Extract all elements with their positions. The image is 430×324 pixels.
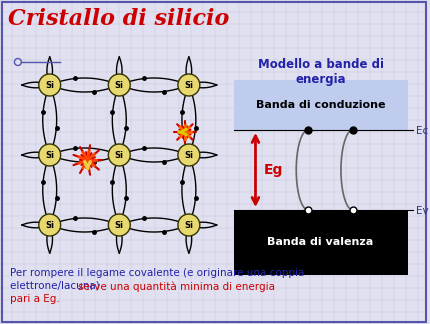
Text: Ec: Ec xyxy=(415,126,427,136)
Circle shape xyxy=(39,74,61,96)
Text: Banda di conduzione: Banda di conduzione xyxy=(255,100,384,110)
Text: Si: Si xyxy=(45,151,54,159)
Text: Si: Si xyxy=(114,151,123,159)
Text: Eg: Eg xyxy=(263,163,282,177)
Text: Si: Si xyxy=(114,221,123,229)
Text: serve una quantità minima di energia: serve una quantità minima di energia xyxy=(77,281,274,292)
Text: Si: Si xyxy=(184,80,193,89)
Circle shape xyxy=(108,74,130,96)
Text: elettrone/lacuna): elettrone/lacuna) xyxy=(10,281,103,291)
Text: Si: Si xyxy=(184,151,193,159)
Bar xyxy=(233,80,407,130)
Text: Per rompere il legame covalente (e originare una coppia: Per rompere il legame covalente (e origi… xyxy=(10,268,304,278)
Text: Modello a bande di
energia: Modello a bande di energia xyxy=(257,58,383,86)
Text: Si: Si xyxy=(184,221,193,229)
Bar xyxy=(233,210,407,275)
Text: Si: Si xyxy=(114,80,123,89)
Circle shape xyxy=(178,214,200,236)
Text: Si: Si xyxy=(45,80,54,89)
Text: Si: Si xyxy=(45,221,54,229)
Text: Ev: Ev xyxy=(415,206,427,216)
Text: Banda di valenza: Banda di valenza xyxy=(267,237,373,247)
Circle shape xyxy=(39,214,61,236)
Circle shape xyxy=(108,214,130,236)
Circle shape xyxy=(108,144,130,166)
Circle shape xyxy=(178,74,200,96)
Circle shape xyxy=(178,144,200,166)
Circle shape xyxy=(39,144,61,166)
Text: pari a Eg.: pari a Eg. xyxy=(10,294,59,304)
Text: Cristallo di silicio: Cristallo di silicio xyxy=(8,8,229,30)
